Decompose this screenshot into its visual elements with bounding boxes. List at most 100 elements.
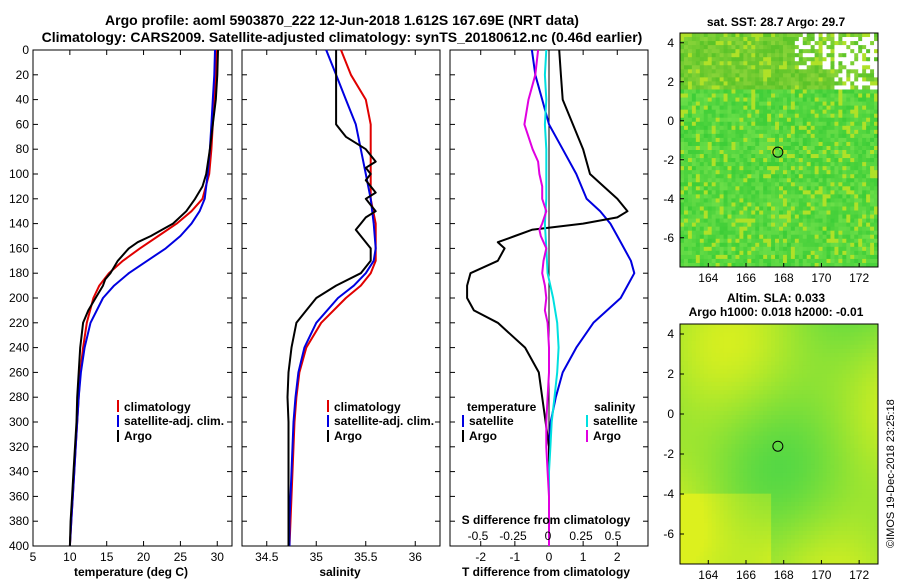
map-cell: [743, 423, 748, 428]
map-cell: [858, 133, 863, 139]
map-cell: [826, 415, 831, 420]
map-cell: [755, 129, 760, 135]
map-cell: [699, 230, 705, 236]
map-cell: [715, 410, 721, 416]
map-cell: [850, 250, 855, 256]
map-cell: [838, 69, 843, 74]
map-cell: [771, 214, 776, 220]
map-cell: [751, 324, 756, 329]
map-cell: [802, 348, 808, 354]
map-cell: [818, 365, 824, 371]
map-cell: [771, 93, 776, 99]
map-cell: [830, 145, 835, 151]
map-cell: [854, 89, 859, 95]
map-cell: [806, 435, 812, 441]
map-cell: [874, 439, 879, 445]
map-cell: [822, 49, 828, 54]
map-cell: [779, 365, 784, 371]
map-cell: [723, 246, 729, 252]
map-cell: [699, 402, 705, 408]
map-cell: [719, 145, 725, 151]
map-cell: [870, 246, 875, 252]
map-cell: [771, 448, 776, 453]
map-cell: [782, 369, 788, 375]
map-cell: [814, 218, 820, 224]
map-cell: [779, 37, 784, 42]
map-cell: [683, 324, 689, 329]
map-cell: [687, 464, 693, 470]
map-cell: [850, 361, 855, 366]
map-cell: [842, 435, 847, 441]
map-cell: [767, 154, 772, 159]
map-cell: [794, 464, 800, 470]
map-cell: [751, 113, 756, 119]
map-cell: [846, 49, 851, 54]
map-cell: [782, 162, 788, 167]
map-cell: [814, 234, 820, 240]
map-cell: [779, 214, 784, 220]
map-cell: [838, 174, 843, 179]
map-cell: [767, 65, 772, 70]
map-cell: [775, 456, 780, 462]
map-cell: [834, 377, 839, 383]
map-cell: [798, 33, 804, 38]
map-cell: [874, 234, 879, 240]
map-cell: [779, 444, 784, 449]
map-cell: [755, 452, 760, 457]
map-cell: [739, 190, 744, 195]
map-cell: [759, 158, 764, 163]
map-cell: [707, 464, 713, 470]
map-cell: [826, 49, 831, 54]
map-cell: [779, 381, 784, 387]
map-cell: [786, 456, 792, 462]
map-cell: [755, 61, 760, 66]
map-cell: [751, 340, 756, 346]
map-cell: [862, 324, 867, 329]
map-cell: [687, 254, 693, 260]
x-tick-label: 36: [409, 550, 423, 564]
map-cell: [767, 431, 772, 437]
map-cell: [775, 150, 780, 155]
map-cell: [703, 456, 709, 462]
map-cell: [814, 230, 820, 236]
map-cell: [751, 45, 756, 50]
map-cell: [731, 154, 736, 159]
map-cell: [850, 398, 855, 404]
map-cell: [779, 369, 784, 375]
map-cell: [830, 162, 835, 167]
map-cell: [782, 77, 788, 82]
map-cell: [846, 105, 851, 111]
map-cell: [711, 460, 717, 466]
map-cell: [870, 101, 875, 107]
map-cell: [779, 53, 784, 58]
map-cell: [687, 65, 693, 70]
map-cell: [739, 77, 744, 82]
map-cell: [830, 182, 835, 187]
map-cell: [695, 85, 701, 90]
map-cell: [719, 361, 725, 366]
map-cell: [850, 73, 855, 78]
map-cell: [834, 365, 839, 371]
map-cell: [755, 113, 760, 119]
map-cell: [822, 129, 828, 135]
map-cell: [771, 230, 776, 236]
map-cell: [763, 262, 768, 268]
map-cell: [838, 198, 843, 203]
map-cell: [755, 41, 760, 46]
map-cell: [719, 97, 725, 103]
legend-satellite: satellite-adj. clim.: [334, 414, 434, 428]
map-cell: [846, 336, 851, 342]
map-cell: [846, 423, 851, 428]
map-cell: [755, 198, 760, 203]
map-cell: [703, 166, 709, 171]
map-cell: [735, 373, 740, 379]
map-cell: [866, 170, 871, 175]
series-line-salinity-satellite: [543, 49, 560, 546]
map-cell: [715, 246, 721, 252]
map-cell: [707, 230, 713, 236]
map-cell: [814, 89, 820, 95]
map-cell: [854, 190, 859, 195]
map-cell: [854, 242, 859, 248]
map-cell: [735, 444, 740, 449]
map-cell: [846, 218, 851, 224]
